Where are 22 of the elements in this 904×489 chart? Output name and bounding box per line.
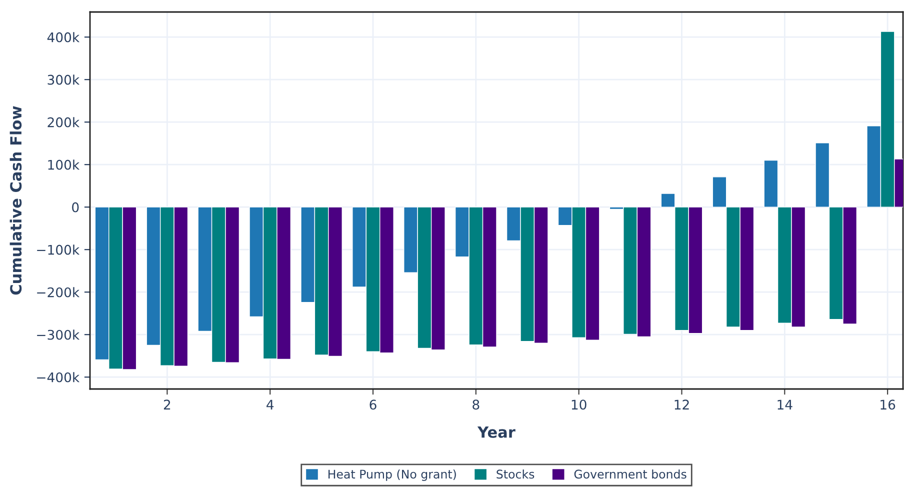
x-tick-label: 12 <box>674 400 689 410</box>
x-tick-label: 4 <box>266 400 274 410</box>
y-tick-label: −300k <box>37 330 80 340</box>
x-tick-label: 10 <box>572 400 586 410</box>
legend-label: Stocks <box>496 469 534 479</box>
y-tick-label: −100k <box>37 244 80 255</box>
legend-label: Government bonds <box>574 469 686 479</box>
y-tick-label: 400k <box>47 32 80 42</box>
x-axis-title: Year <box>477 426 516 438</box>
x-tick-label: 6 <box>370 400 376 410</box>
y-tick-label: −400k <box>37 372 80 382</box>
x-tick-label: 14 <box>778 400 792 410</box>
y-tick-label: 100k <box>48 160 80 170</box>
y-tick-label: −200k <box>37 287 80 298</box>
y-tick-label: 200k <box>48 117 80 128</box>
y-axis-title: Cumulative Cash Flow <box>10 106 22 295</box>
x-tick-label: 2 <box>164 400 170 410</box>
legend-label: Heat Pump (No grant) <box>328 469 456 481</box>
x-tick-label: 16 <box>880 400 896 410</box>
y-tick-label: 0 <box>72 202 79 212</box>
y-tick-label: 300k <box>48 74 80 85</box>
x-tick-label: 8 <box>472 400 480 410</box>
